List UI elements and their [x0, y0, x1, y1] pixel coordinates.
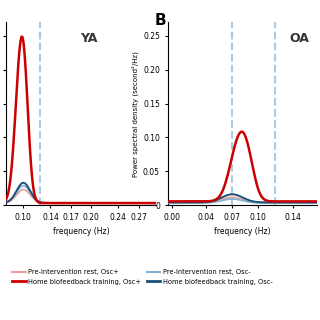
Y-axis label: Power spectral density (second²/Hz): Power spectral density (second²/Hz) — [131, 51, 139, 177]
Text: YA: YA — [80, 32, 97, 44]
X-axis label: frequency (Hz): frequency (Hz) — [53, 227, 109, 236]
X-axis label: frequency (Hz): frequency (Hz) — [214, 227, 270, 236]
Legend: Pre-intervention rest, Osc+, Home biofeedback training, Osc+, Pre-intervention r: Pre-intervention rest, Osc+, Home biofee… — [10, 267, 275, 287]
Text: OA: OA — [289, 32, 309, 44]
Text: B: B — [154, 13, 166, 28]
